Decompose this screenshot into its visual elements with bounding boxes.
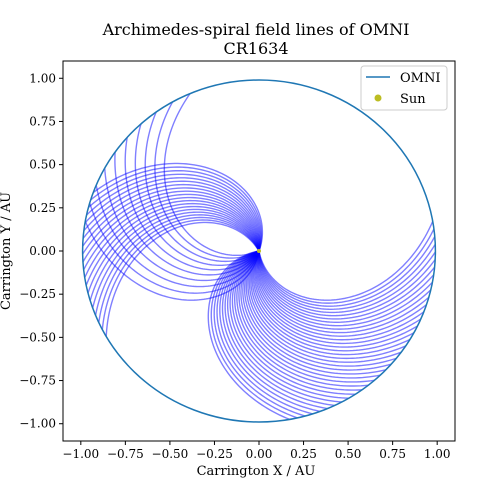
field-line	[90, 166, 263, 252]
legend-sun-label: Sun	[400, 92, 426, 107]
y-tick-label: 0.00	[29, 244, 56, 258]
x-tick-label: 0.00	[246, 447, 273, 461]
field-line	[257, 250, 433, 327]
y-axis-label: Carrington Y / AU	[0, 192, 14, 310]
field-line	[144, 111, 260, 263]
y-tick-label: 1.00	[29, 71, 56, 85]
x-axis-label: Carrington X / AU	[197, 464, 316, 479]
field-line	[85, 202, 260, 286]
field-line	[258, 243, 436, 310]
omni-orbit	[81, 79, 437, 423]
field-line	[89, 208, 260, 301]
field-line	[83, 196, 260, 271]
field-line	[255, 250, 427, 337]
field-line	[84, 199, 260, 278]
field-line	[82, 187, 260, 252]
field-line	[256, 250, 432, 330]
y-tick-label: −0.25	[19, 287, 56, 301]
field-line	[251, 250, 415, 352]
x-tick-label: 0.50	[335, 447, 362, 461]
field-line	[154, 101, 260, 259]
x-tick-label: −0.25	[196, 447, 233, 461]
field-line	[82, 183, 260, 252]
field-line	[86, 173, 261, 252]
field-line	[258, 221, 434, 301]
field-line	[84, 177, 261, 252]
x-tick-label: −0.75	[107, 447, 144, 461]
field-line	[226, 250, 342, 403]
field-line	[253, 250, 422, 345]
field-line	[213, 250, 306, 417]
y-tick-label: −1.00	[19, 417, 56, 431]
field-line	[221, 250, 328, 410]
field-line	[242, 250, 387, 375]
field-line	[243, 250, 392, 371]
field-line	[98, 216, 260, 323]
field-line	[92, 211, 260, 309]
omni-layer	[81, 79, 437, 423]
field-line	[87, 205, 260, 294]
field-line	[258, 250, 436, 320]
x-axis: −1.00 −0.75 −0.50 −0.25 0.00 0.25 0.50 0.75 1.00	[62, 441, 451, 461]
field-line	[258, 250, 436, 317]
y-tick-label: 0.75	[29, 114, 56, 128]
field-line	[240, 250, 381, 379]
field-line	[257, 250, 435, 323]
field-line	[231, 250, 356, 395]
field-line	[83, 180, 261, 252]
field-line	[258, 236, 436, 307]
field-lines	[82, 93, 436, 421]
field-line	[248, 250, 406, 360]
field-line	[256, 250, 430, 334]
field-line	[238, 250, 375, 383]
legend: OMNI Sun	[360, 65, 448, 111]
legend-sun-swatch	[374, 94, 382, 102]
field-line	[224, 250, 335, 407]
field-line	[229, 250, 349, 399]
field-line	[245, 250, 397, 367]
field-line	[82, 190, 260, 255]
y-tick-label: −0.50	[19, 330, 56, 344]
field-line	[82, 193, 260, 263]
chart-title: Archimedes-spiral field lines of OMNI	[102, 20, 410, 39]
chart-subtitle: CR1634	[223, 39, 288, 58]
field-line	[216, 250, 313, 415]
x-tick-label: 1.00	[424, 447, 451, 461]
field-line	[163, 93, 260, 257]
field-line	[233, 250, 363, 391]
y-tick-label: 0.25	[29, 201, 56, 215]
y-axis: −1.00 −0.75 −0.50 −0.25 0.00 0.25 0.50 0.75 1.00	[19, 71, 63, 431]
field-line	[101, 219, 260, 330]
field-line	[89, 202, 260, 294]
field-line	[105, 221, 260, 337]
field-line	[219, 250, 321, 413]
field-line	[236, 250, 369, 387]
legend-omni-label: OMNI	[400, 71, 440, 86]
x-tick-label: 0.75	[379, 447, 406, 461]
y-tick-label: −0.75	[19, 374, 56, 388]
field-line	[258, 250, 436, 314]
field-line	[258, 228, 435, 304]
field-line	[207, 250, 290, 421]
field-line	[252, 250, 418, 348]
field-line	[254, 250, 425, 341]
y-tick-label: 0.50	[29, 158, 56, 172]
field-line	[87, 170, 262, 252]
x-tick-label: −0.50	[152, 447, 189, 461]
field-line	[250, 250, 411, 356]
field-line	[92, 162, 264, 252]
x-tick-label: 0.25	[290, 447, 317, 461]
field-line	[247, 250, 402, 363]
field-line	[210, 250, 298, 419]
field-line	[94, 214, 260, 316]
x-tick-label: −1.00	[62, 447, 99, 461]
sun-point	[257, 249, 261, 253]
